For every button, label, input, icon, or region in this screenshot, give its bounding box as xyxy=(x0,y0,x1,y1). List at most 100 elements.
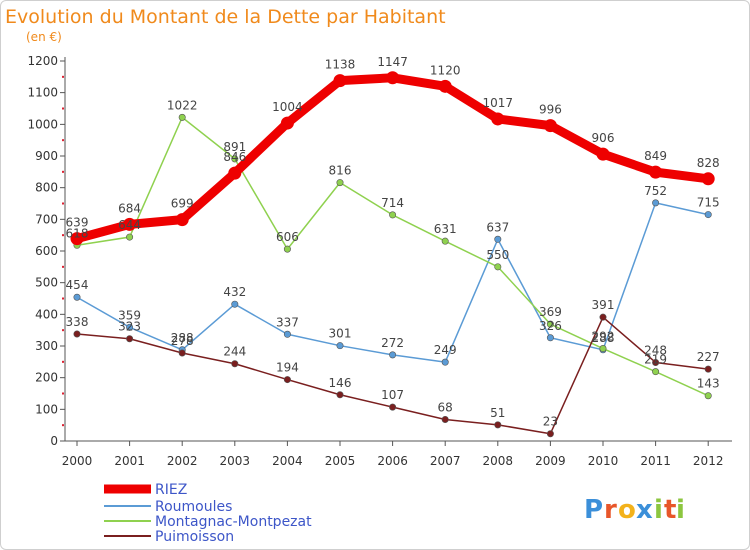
data-label-montagnac-montpezat: 631 xyxy=(434,222,457,236)
y-minor-tick xyxy=(62,360,64,363)
x-tick-label: 2007 xyxy=(430,454,461,468)
data-label-riez: 639 xyxy=(66,216,89,230)
y-minor-tick xyxy=(62,392,64,395)
data-point-montagnac-montpezat xyxy=(283,245,291,253)
y-tick-label: 400 xyxy=(35,307,58,321)
data-label-riez: 906 xyxy=(592,131,615,145)
axes: 0 100 200 300 400 500 600 700 800 900 1000 1100 1200… xyxy=(27,54,732,468)
data-label-montagnac-montpezat: 550 xyxy=(486,248,509,262)
y-minor-tick xyxy=(62,170,64,173)
data-label-riez: 1138 xyxy=(325,58,356,72)
data-label-roumoules: 301 xyxy=(329,327,352,341)
data-label-riez: 1120 xyxy=(430,63,461,77)
x-tick-label: 2000 xyxy=(62,454,93,468)
data-point-puimoisson xyxy=(231,360,239,368)
data-point-roumoules xyxy=(704,211,712,219)
y-tick-label: 700 xyxy=(35,212,58,226)
data-point-riez xyxy=(280,116,294,130)
data-point-roumoules xyxy=(126,323,134,331)
data-label-puimoisson: 146 xyxy=(329,376,352,390)
data-point-puimoisson xyxy=(441,415,449,423)
y-minor-tick xyxy=(62,75,64,78)
data-point-riez xyxy=(70,232,84,246)
data-point-montagnac-montpezat xyxy=(441,237,449,245)
x-tick-label: 2012 xyxy=(693,454,724,468)
data-point-riez xyxy=(596,147,610,161)
logo-letter: x xyxy=(636,495,653,525)
logo-letter: i xyxy=(654,495,663,525)
data-point-puimoisson xyxy=(494,421,502,429)
y-tick-label: 300 xyxy=(35,339,58,353)
data-point-puimoisson xyxy=(599,313,607,321)
data-label-riez: 684 xyxy=(118,201,141,215)
y-minor-tick xyxy=(62,329,64,332)
logo-letter: r xyxy=(604,495,617,525)
logo-letter: i xyxy=(676,495,685,525)
y-minor-tick xyxy=(62,139,64,142)
y-tick-label: 800 xyxy=(35,181,58,195)
data-point-roumoules xyxy=(336,342,344,350)
data-point-riez xyxy=(386,71,400,85)
legend-label: Roumoules xyxy=(155,499,232,515)
legend-label: Puimoisson xyxy=(155,529,234,545)
x-tick-label: 2010 xyxy=(588,454,619,468)
series-layer xyxy=(70,71,715,438)
data-label-roumoules: 337 xyxy=(276,315,299,329)
data-label-riez: 828 xyxy=(697,156,720,170)
x-tick-label: 2009 xyxy=(535,454,566,468)
data-label-riez: 1147 xyxy=(377,55,408,69)
data-point-puimoisson xyxy=(389,403,397,411)
y-minor-tick xyxy=(62,107,64,110)
data-point-puimoisson xyxy=(546,430,554,438)
data-label-riez: 699 xyxy=(171,197,194,211)
data-label-puimoisson: 248 xyxy=(644,343,667,357)
y-tick-label: 0 xyxy=(50,434,58,448)
data-label-roumoules: 272 xyxy=(381,336,404,350)
legend: RIEZRoumoulesMontagnac-MontpezatPuimoiss… xyxy=(104,482,312,545)
data-point-puimoisson xyxy=(704,365,712,373)
legend-label: Montagnac-Montpezat xyxy=(155,514,312,530)
y-minor-tick xyxy=(62,234,64,237)
data-label-puimoisson: 338 xyxy=(66,315,89,329)
y-tick-label: 100 xyxy=(35,402,58,416)
data-label-roumoules: 326 xyxy=(539,319,562,333)
data-point-riez xyxy=(491,112,505,126)
logo-letter: t xyxy=(664,495,676,525)
x-tick-label: 2011 xyxy=(640,454,671,468)
data-point-riez xyxy=(543,119,557,133)
data-label-roumoules: 359 xyxy=(118,308,141,322)
data-point-puimoisson xyxy=(178,349,186,357)
data-label-roumoules: 715 xyxy=(697,196,720,210)
data-point-puimoisson xyxy=(126,335,134,343)
logo-letter: o xyxy=(618,495,636,525)
data-label-riez: 996 xyxy=(539,103,562,117)
data-point-puimoisson xyxy=(73,330,81,338)
x-tick-label: 2005 xyxy=(325,454,356,468)
y-minor-tick xyxy=(62,202,64,205)
data-point-montagnac-montpezat xyxy=(126,233,134,241)
data-label-puimoisson: 107 xyxy=(381,388,404,402)
data-point-riez xyxy=(123,217,137,231)
y-minor-tick xyxy=(62,424,64,427)
y-tick-label: 1200 xyxy=(27,54,58,68)
data-point-montagnac-montpezat xyxy=(652,368,660,376)
data-label-puimoisson: 278 xyxy=(171,334,194,348)
y-tick-label: 200 xyxy=(35,371,58,385)
data-label-montagnac-montpezat: 606 xyxy=(276,230,299,244)
chart-title: Evolution du Montant de la Dette par Hab… xyxy=(5,6,446,28)
chart-subtitle: (en €) xyxy=(26,30,62,44)
x-tick-label: 2002 xyxy=(167,454,198,468)
data-point-roumoules xyxy=(441,358,449,366)
data-label-roumoules: 432 xyxy=(223,285,246,299)
data-label-montagnac-montpezat: 143 xyxy=(697,377,720,391)
data-point-riez xyxy=(228,166,242,180)
logo-letter: P xyxy=(584,495,603,525)
data-label-riez: 1004 xyxy=(272,100,303,114)
data-label-puimoisson: 51 xyxy=(490,406,505,420)
data-labels: 454 359 288 432 337 301 272 249 637 326 288 752 715 6… xyxy=(66,55,720,429)
x-tick-label: 2004 xyxy=(272,454,303,468)
data-point-riez xyxy=(701,172,715,186)
data-point-montagnac-montpezat xyxy=(336,179,344,187)
